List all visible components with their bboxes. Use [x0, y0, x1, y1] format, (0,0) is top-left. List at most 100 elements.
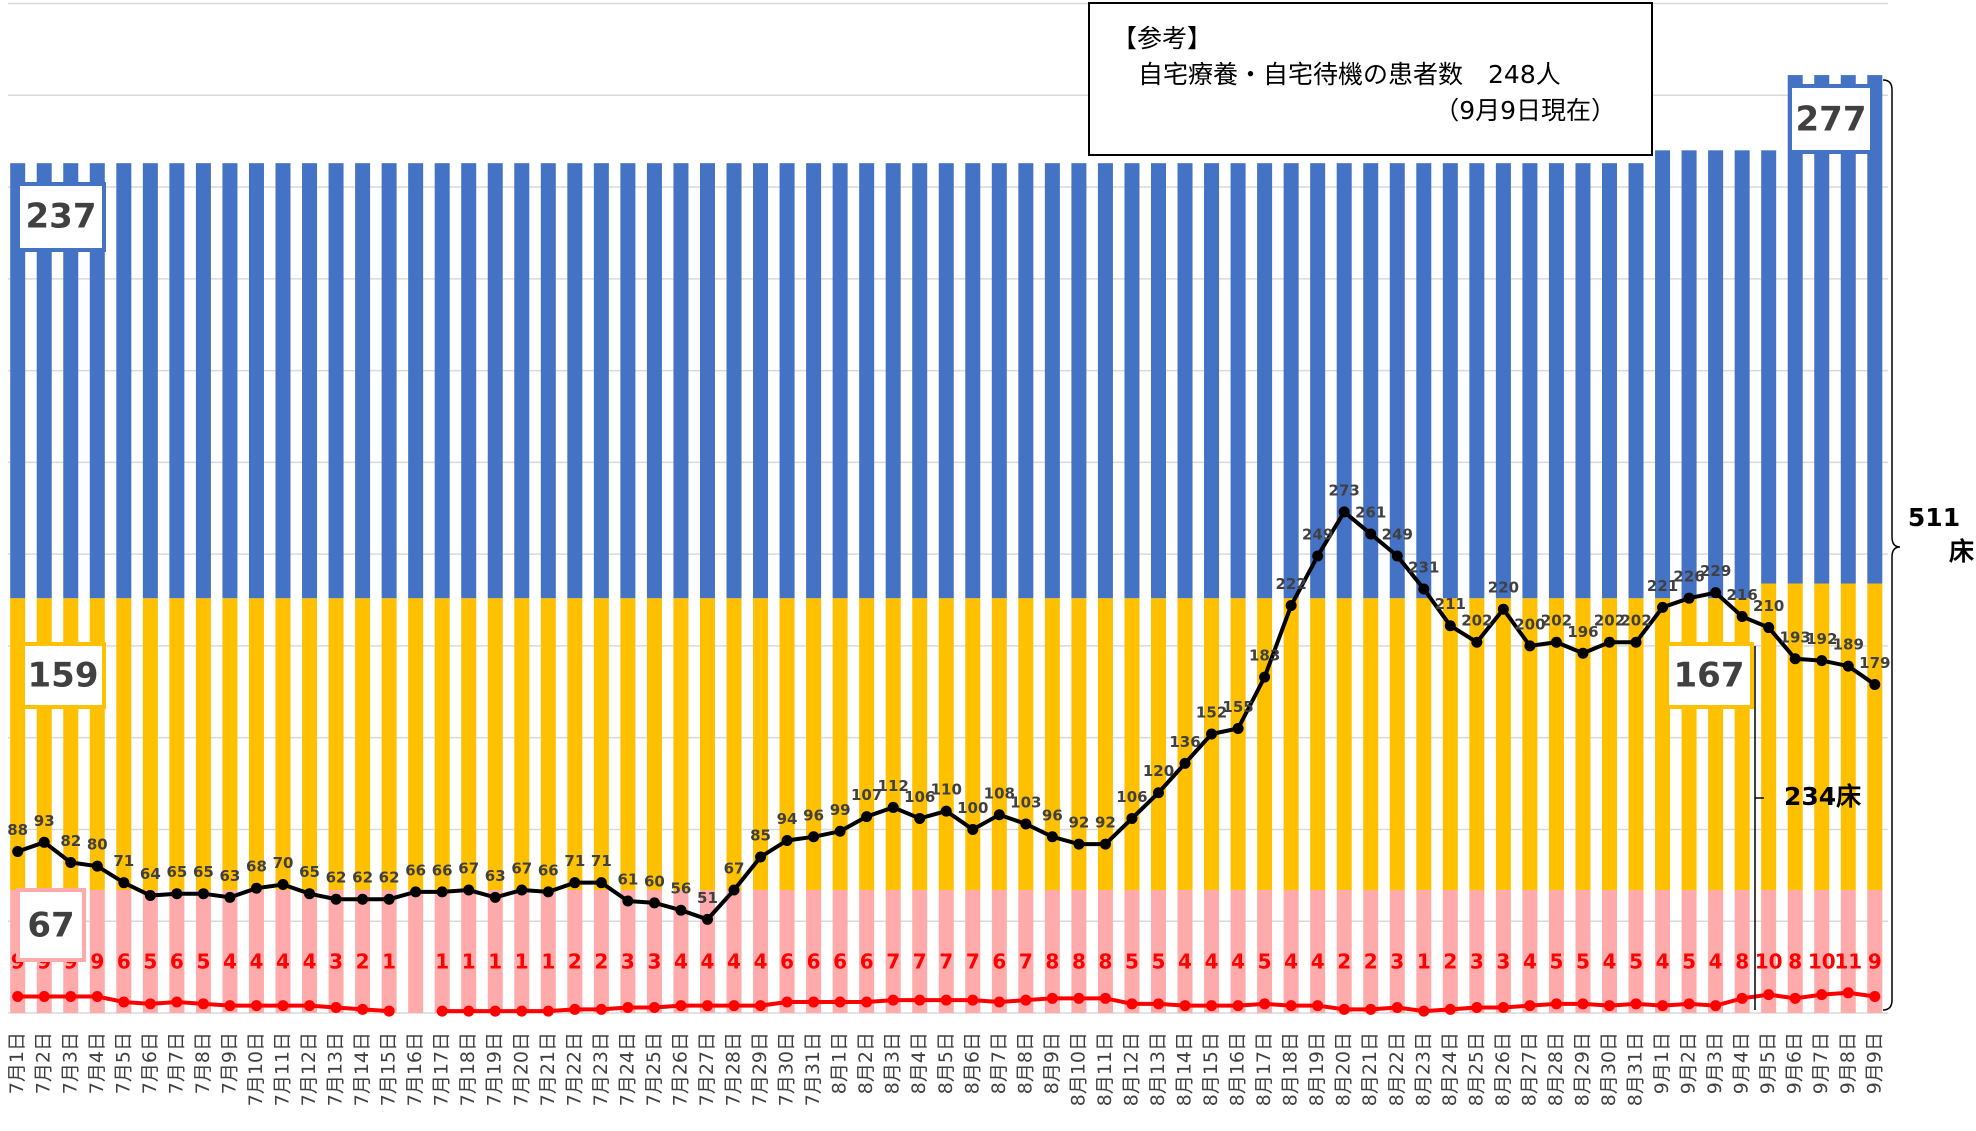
- bar-segment: [434, 598, 450, 891]
- marker: [1630, 998, 1642, 1010]
- data-label: 6: [833, 950, 847, 974]
- x-tick-label: 7月29日: [749, 1032, 771, 1106]
- data-label: 8: [1788, 950, 1802, 974]
- data-label: 221: [1647, 577, 1678, 595]
- x-tick-label: 7月1日: [6, 1032, 28, 1094]
- x-tick-label: 8月29日: [1571, 1032, 1593, 1106]
- marker: [542, 1005, 554, 1017]
- bar-segment: [938, 598, 954, 891]
- data-label: 4: [1656, 950, 1670, 974]
- marker: [463, 884, 475, 896]
- bar-segment: [1257, 598, 1273, 891]
- bar-segment: [1575, 163, 1591, 599]
- bar-segment: [1840, 583, 1856, 891]
- bar-segment: [1548, 598, 1564, 891]
- data-label: 2: [1337, 950, 1351, 974]
- bar-segment: [1177, 890, 1193, 1013]
- bar-segment: [1230, 163, 1246, 599]
- bar-segment: [461, 890, 477, 1013]
- bar-segment: [1734, 598, 1750, 891]
- bar-segment: [806, 890, 822, 1013]
- x-tick-label: 8月20日: [1333, 1032, 1355, 1106]
- bar-segment: [646, 163, 662, 599]
- data-label: 1: [435, 950, 449, 974]
- marker: [940, 805, 952, 817]
- data-label: 60: [644, 872, 665, 890]
- bar-segment: [1442, 163, 1458, 599]
- data-label: 7: [886, 950, 900, 974]
- bar-segment: [1416, 890, 1432, 1013]
- data-label: 107: [851, 786, 882, 804]
- yellow-callout: 167: [1674, 656, 1745, 696]
- marker: [1020, 994, 1032, 1006]
- data-label: 6: [117, 950, 131, 974]
- yellow-callout: 159: [28, 656, 99, 696]
- bar-segment: [1097, 890, 1113, 1013]
- data-label: 6: [170, 950, 184, 974]
- marker: [1046, 831, 1058, 843]
- note-line: 【参考】: [1112, 24, 1212, 53]
- data-label: 183: [1249, 647, 1280, 665]
- data-label: 67: [458, 860, 479, 878]
- marker: [675, 904, 687, 916]
- bar-segment: [1761, 890, 1777, 1013]
- data-label: 99: [830, 801, 851, 819]
- bar-segment: [1628, 163, 1644, 599]
- bar-segment: [1548, 163, 1564, 599]
- x-tick-label: 8月2日: [855, 1032, 877, 1094]
- marker: [1126, 812, 1138, 824]
- bar-segment: [567, 890, 583, 1013]
- bar-segment: [1522, 890, 1538, 1013]
- bar-segment: [514, 890, 530, 1013]
- data-label: 216: [1726, 586, 1757, 604]
- data-label: 5: [143, 950, 157, 974]
- marker: [1816, 655, 1828, 667]
- bar-segment: [699, 163, 715, 599]
- plot-area: 7月1日 7月2日 7月3日 7月4日 7月5日 7月6日 7月7日 7月8日 7月9日 7月10…: [6, 2, 1890, 1106]
- bar-segment: [1867, 890, 1883, 1013]
- bar-segment: [1097, 598, 1113, 891]
- marker: [38, 836, 50, 848]
- data-label: 210: [1753, 597, 1784, 615]
- data-label: 63: [485, 867, 506, 885]
- x-tick-label: 8月8日: [1014, 1032, 1036, 1094]
- brace: [1882, 79, 1901, 1011]
- data-label: 4: [276, 950, 290, 974]
- data-label: 62: [352, 869, 373, 887]
- bar-segment: [885, 163, 901, 599]
- bar-segment: [1124, 163, 1140, 599]
- marker: [1683, 592, 1695, 604]
- bar-segment: [753, 890, 769, 1013]
- data-label: 3: [1390, 950, 1404, 974]
- data-label: 106: [904, 788, 935, 806]
- data-label: 71: [564, 852, 585, 870]
- x-tick-label: 7月13日: [325, 1032, 347, 1106]
- data-label: 65: [299, 863, 320, 881]
- bar-segment: [1389, 598, 1405, 891]
- x-tick-label: 8月22日: [1386, 1032, 1408, 1106]
- bar-segment: [1204, 598, 1220, 891]
- marker: [383, 1005, 395, 1017]
- data-label: 3: [647, 950, 661, 974]
- bar-segment: [408, 163, 424, 599]
- data-label: 7: [913, 950, 927, 974]
- data-label: 11: [1834, 950, 1862, 974]
- bar-segment: [567, 163, 583, 599]
- x-tick-label: 8月27日: [1518, 1032, 1540, 1106]
- data-label: 196: [1567, 623, 1598, 641]
- data-label: 6: [807, 950, 821, 974]
- data-label: 92: [1068, 814, 1089, 832]
- data-label: 71: [113, 852, 134, 870]
- x-tick-label: 7月8日: [192, 1032, 214, 1094]
- bar-segment: [1867, 583, 1883, 891]
- bar-segment: [885, 598, 901, 891]
- x-tick-label: 8月5日: [935, 1032, 957, 1094]
- bar-segment: [222, 598, 238, 891]
- data-label: 100: [957, 799, 988, 817]
- bar-segment: [753, 598, 769, 891]
- data-label: 4: [223, 950, 237, 974]
- bar-segment: [1840, 75, 1856, 584]
- data-label: 88: [7, 821, 28, 839]
- data-label: 152: [1196, 704, 1227, 722]
- marker: [1391, 1001, 1403, 1013]
